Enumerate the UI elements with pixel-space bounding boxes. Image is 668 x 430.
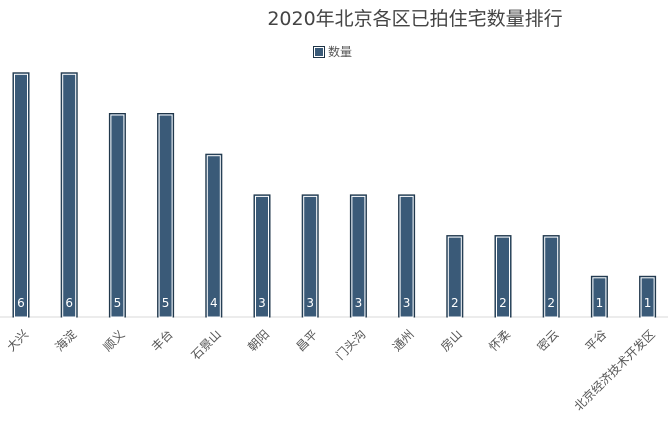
- bar-inner-outline-3: [158, 114, 173, 318]
- bar-inner-outline-5: [255, 195, 269, 318]
- x-tick-label-0: 大兴: [4, 327, 31, 354]
- bar-inner-outline-11: [544, 236, 559, 318]
- x-tick-label-2: 顺义: [101, 327, 128, 354]
- bar-inner-outline-13: [640, 277, 655, 318]
- data-label-1: 6: [65, 296, 73, 310]
- bar-2[interactable]: [108, 113, 126, 318]
- legend[interactable]: 数量: [313, 43, 352, 60]
- bar-inner-outline-6: [303, 195, 318, 318]
- data-label-8: 3: [403, 296, 411, 310]
- bar-3[interactable]: [157, 113, 175, 318]
- data-label-3: 5: [162, 296, 170, 310]
- x-tick-label-6: 昌平: [293, 327, 320, 354]
- x-tick-label-8: 通州: [390, 327, 417, 354]
- chart-title: 2020年北京各区已拍住宅数量排行: [267, 8, 563, 30]
- data-label-4: 4: [210, 296, 218, 310]
- bar-inner-outline-12: [592, 277, 607, 318]
- data-label-6: 3: [306, 296, 314, 310]
- bar-inner-outline-9: [447, 236, 462, 318]
- data-label-10: 2: [499, 296, 507, 310]
- bar-4[interactable]: [205, 153, 223, 318]
- x-tick-label-3: 丰台: [148, 327, 176, 355]
- bar-inner-outline-8: [399, 195, 414, 318]
- x-tick-label-1: 海淀: [52, 327, 80, 355]
- x-tick-label-12: 平谷: [583, 327, 610, 354]
- bar-inner-outline-4: [206, 155, 221, 318]
- x-tick-label-5: 朝阳: [245, 327, 272, 354]
- data-label-7: 3: [355, 296, 363, 310]
- data-label-11: 2: [547, 296, 555, 310]
- data-label-0: 6: [17, 296, 25, 310]
- data-label-2: 5: [114, 296, 122, 310]
- bar-1[interactable]: [60, 72, 78, 318]
- bar-inner-outline-10: [496, 236, 510, 318]
- legend-swatch: [313, 45, 325, 58]
- x-tick-label-9: 房山: [437, 327, 465, 355]
- bar-inner-outline-7: [351, 195, 366, 318]
- bar-0[interactable]: [12, 72, 30, 318]
- x-tick-label-4: 石景山: [189, 327, 224, 362]
- data-label-9: 2: [451, 296, 459, 310]
- data-label-13: 1: [644, 296, 652, 310]
- data-label-5: 3: [258, 296, 266, 310]
- x-tick-label-7: 门头沟: [332, 327, 368, 363]
- x-tick-label-10: 怀柔: [486, 327, 513, 354]
- legend-label: 数量: [328, 45, 353, 59]
- x-tick-label-13: 北京经济技术开发区: [571, 327, 658, 414]
- bar-inner-outline-2: [110, 114, 125, 318]
- x-tick-label-11: 密云: [534, 327, 562, 355]
- data-label-12: 1: [596, 296, 604, 310]
- bar-inner-outline-0: [14, 73, 28, 318]
- bar-inner-outline-1: [62, 73, 77, 318]
